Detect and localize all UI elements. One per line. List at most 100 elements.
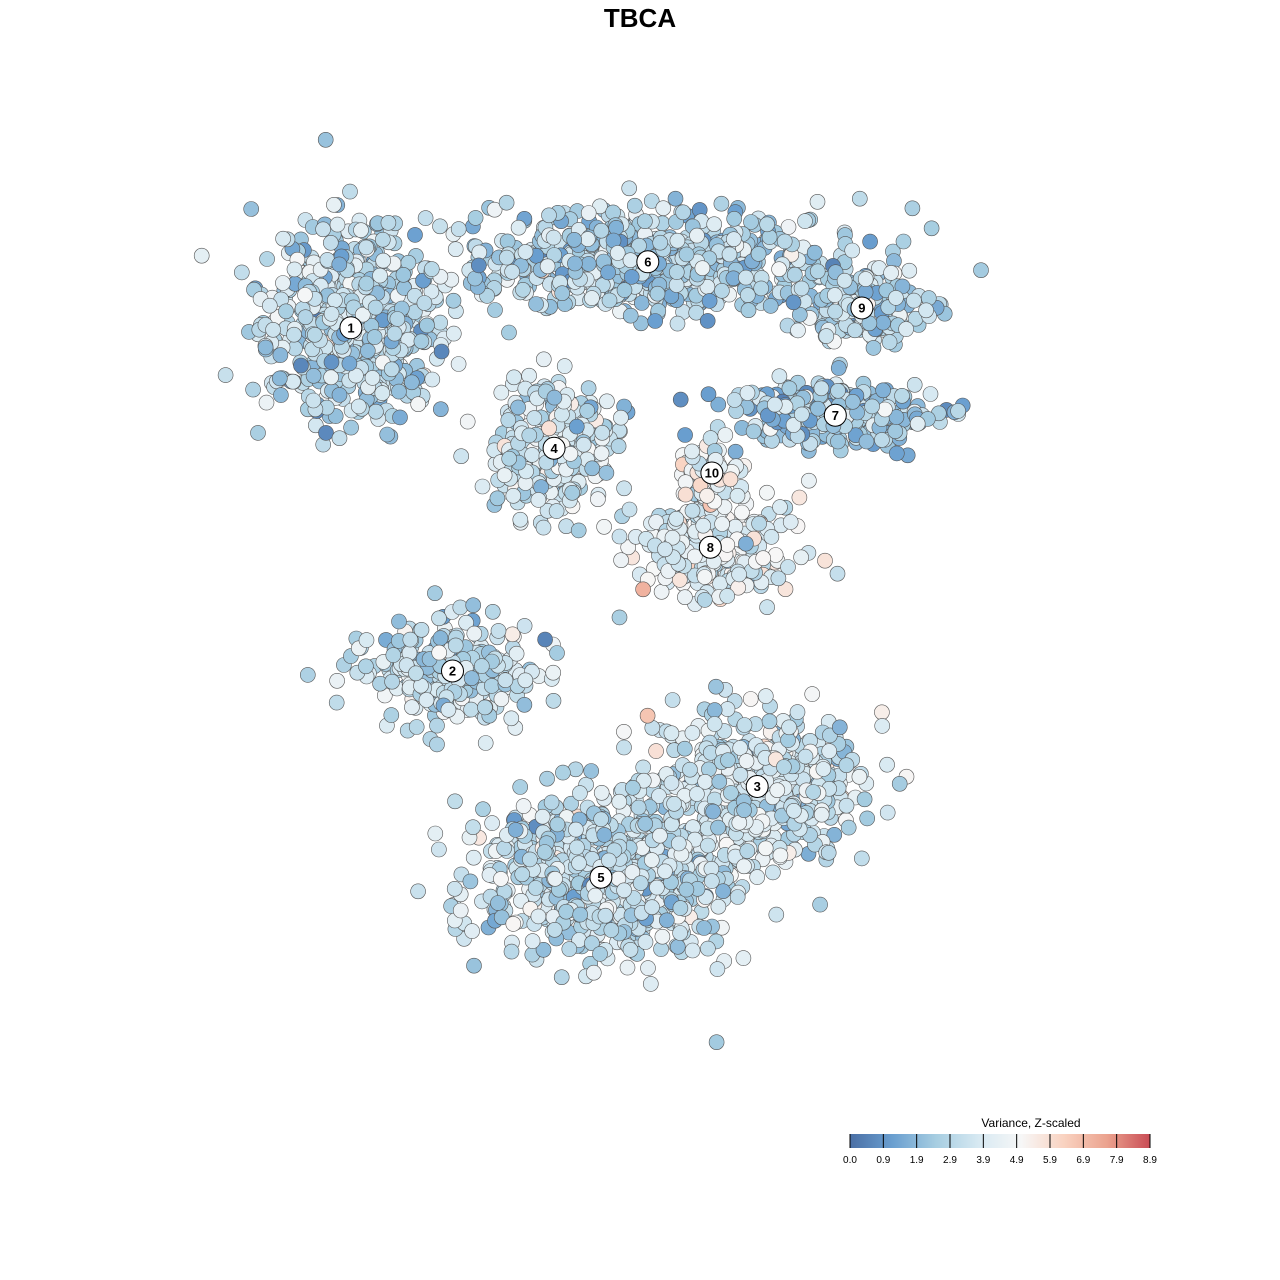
data-point: [668, 264, 685, 280]
data-point: [875, 382, 891, 399]
data-point: [343, 419, 359, 436]
data-point: [950, 403, 966, 419]
data-point: [427, 585, 443, 602]
data-point: [524, 933, 541, 949]
data-point: [490, 623, 507, 639]
data-point: [672, 900, 689, 916]
data-point: [545, 229, 562, 246]
data-point: [372, 267, 388, 284]
data-point: [306, 326, 323, 343]
data-point: [652, 827, 668, 844]
data-point: [750, 246, 767, 262]
data-point: [675, 204, 691, 221]
data-point: [857, 271, 874, 287]
data-point: [652, 234, 669, 251]
data-point: [331, 387, 348, 403]
data-point: [786, 802, 802, 819]
data-point: [545, 664, 562, 681]
data-point: [797, 213, 813, 229]
cluster-label-1: 1: [339, 316, 363, 340]
data-point: [566, 232, 583, 248]
data-point: [906, 292, 922, 309]
data-point: [669, 315, 686, 332]
data-point: [359, 343, 376, 359]
data-point: [891, 775, 908, 792]
data-point: [782, 514, 799, 530]
data-point: [719, 588, 736, 604]
data-point: [699, 487, 715, 504]
data-point: [497, 672, 514, 689]
data-point: [575, 436, 592, 453]
data-point: [732, 740, 749, 756]
data-point: [466, 957, 482, 974]
data-point: [462, 873, 479, 890]
data-point: [622, 252, 639, 269]
data-point: [633, 295, 650, 311]
data-point: [521, 427, 538, 444]
data-point: [742, 691, 759, 707]
data-point: [812, 896, 828, 913]
cluster-label-text: 7: [832, 408, 839, 423]
data-point: [663, 725, 680, 742]
data-point: [734, 504, 750, 521]
cluster-label-text: 4: [550, 441, 558, 456]
data-point: [635, 772, 652, 789]
data-point: [528, 296, 544, 312]
legend-tick-label: 1.9: [910, 1155, 924, 1166]
data-point: [922, 386, 939, 402]
data-point: [419, 317, 435, 334]
data-point: [597, 907, 614, 924]
data-point: [701, 293, 718, 309]
data-point: [616, 480, 632, 497]
data-point: [512, 779, 529, 795]
data-point: [664, 692, 681, 708]
data-point: [736, 717, 753, 733]
data-point: [571, 855, 587, 872]
data-point: [429, 717, 445, 734]
data-point: [708, 678, 724, 695]
data-point: [593, 784, 610, 801]
data-point: [601, 292, 618, 309]
data-point: [973, 262, 989, 279]
data-point: [844, 393, 861, 410]
data-point: [275, 275, 291, 291]
data-point: [699, 313, 716, 329]
data-point: [738, 753, 755, 769]
data-point: [533, 479, 549, 495]
data-point: [613, 409, 629, 426]
data-point: [713, 195, 730, 212]
data-point: [331, 256, 348, 273]
data-point: [465, 597, 482, 614]
data-point: [771, 261, 787, 278]
cluster-label-text: 10: [705, 466, 719, 481]
data-point: [862, 233, 878, 250]
data-point: [696, 920, 712, 936]
data-point: [729, 889, 746, 905]
data-point: [706, 716, 723, 732]
cluster-label-9: 9: [850, 296, 874, 320]
data-point: [585, 964, 602, 981]
cluster-label-text: 3: [754, 779, 761, 794]
data-point: [710, 898, 727, 915]
data-point: [827, 303, 843, 320]
data-point: [649, 285, 666, 302]
data-point: [358, 632, 375, 648]
data-point: [549, 816, 566, 833]
data-point: [781, 380, 798, 397]
data-point: [350, 398, 367, 415]
data-point: [663, 775, 680, 791]
data-point: [722, 471, 739, 488]
data-point: [592, 946, 608, 962]
data-point: [720, 752, 736, 769]
data-point: [273, 387, 289, 403]
data-point: [801, 472, 817, 489]
data-point: [380, 215, 397, 231]
data-point: [648, 743, 664, 759]
data-point: [715, 883, 731, 900]
data-point: [467, 210, 484, 226]
data-point: [593, 445, 610, 462]
data-point: [522, 851, 538, 868]
data-point: [657, 863, 673, 880]
data-point: [706, 702, 723, 718]
data-point: [813, 806, 830, 823]
